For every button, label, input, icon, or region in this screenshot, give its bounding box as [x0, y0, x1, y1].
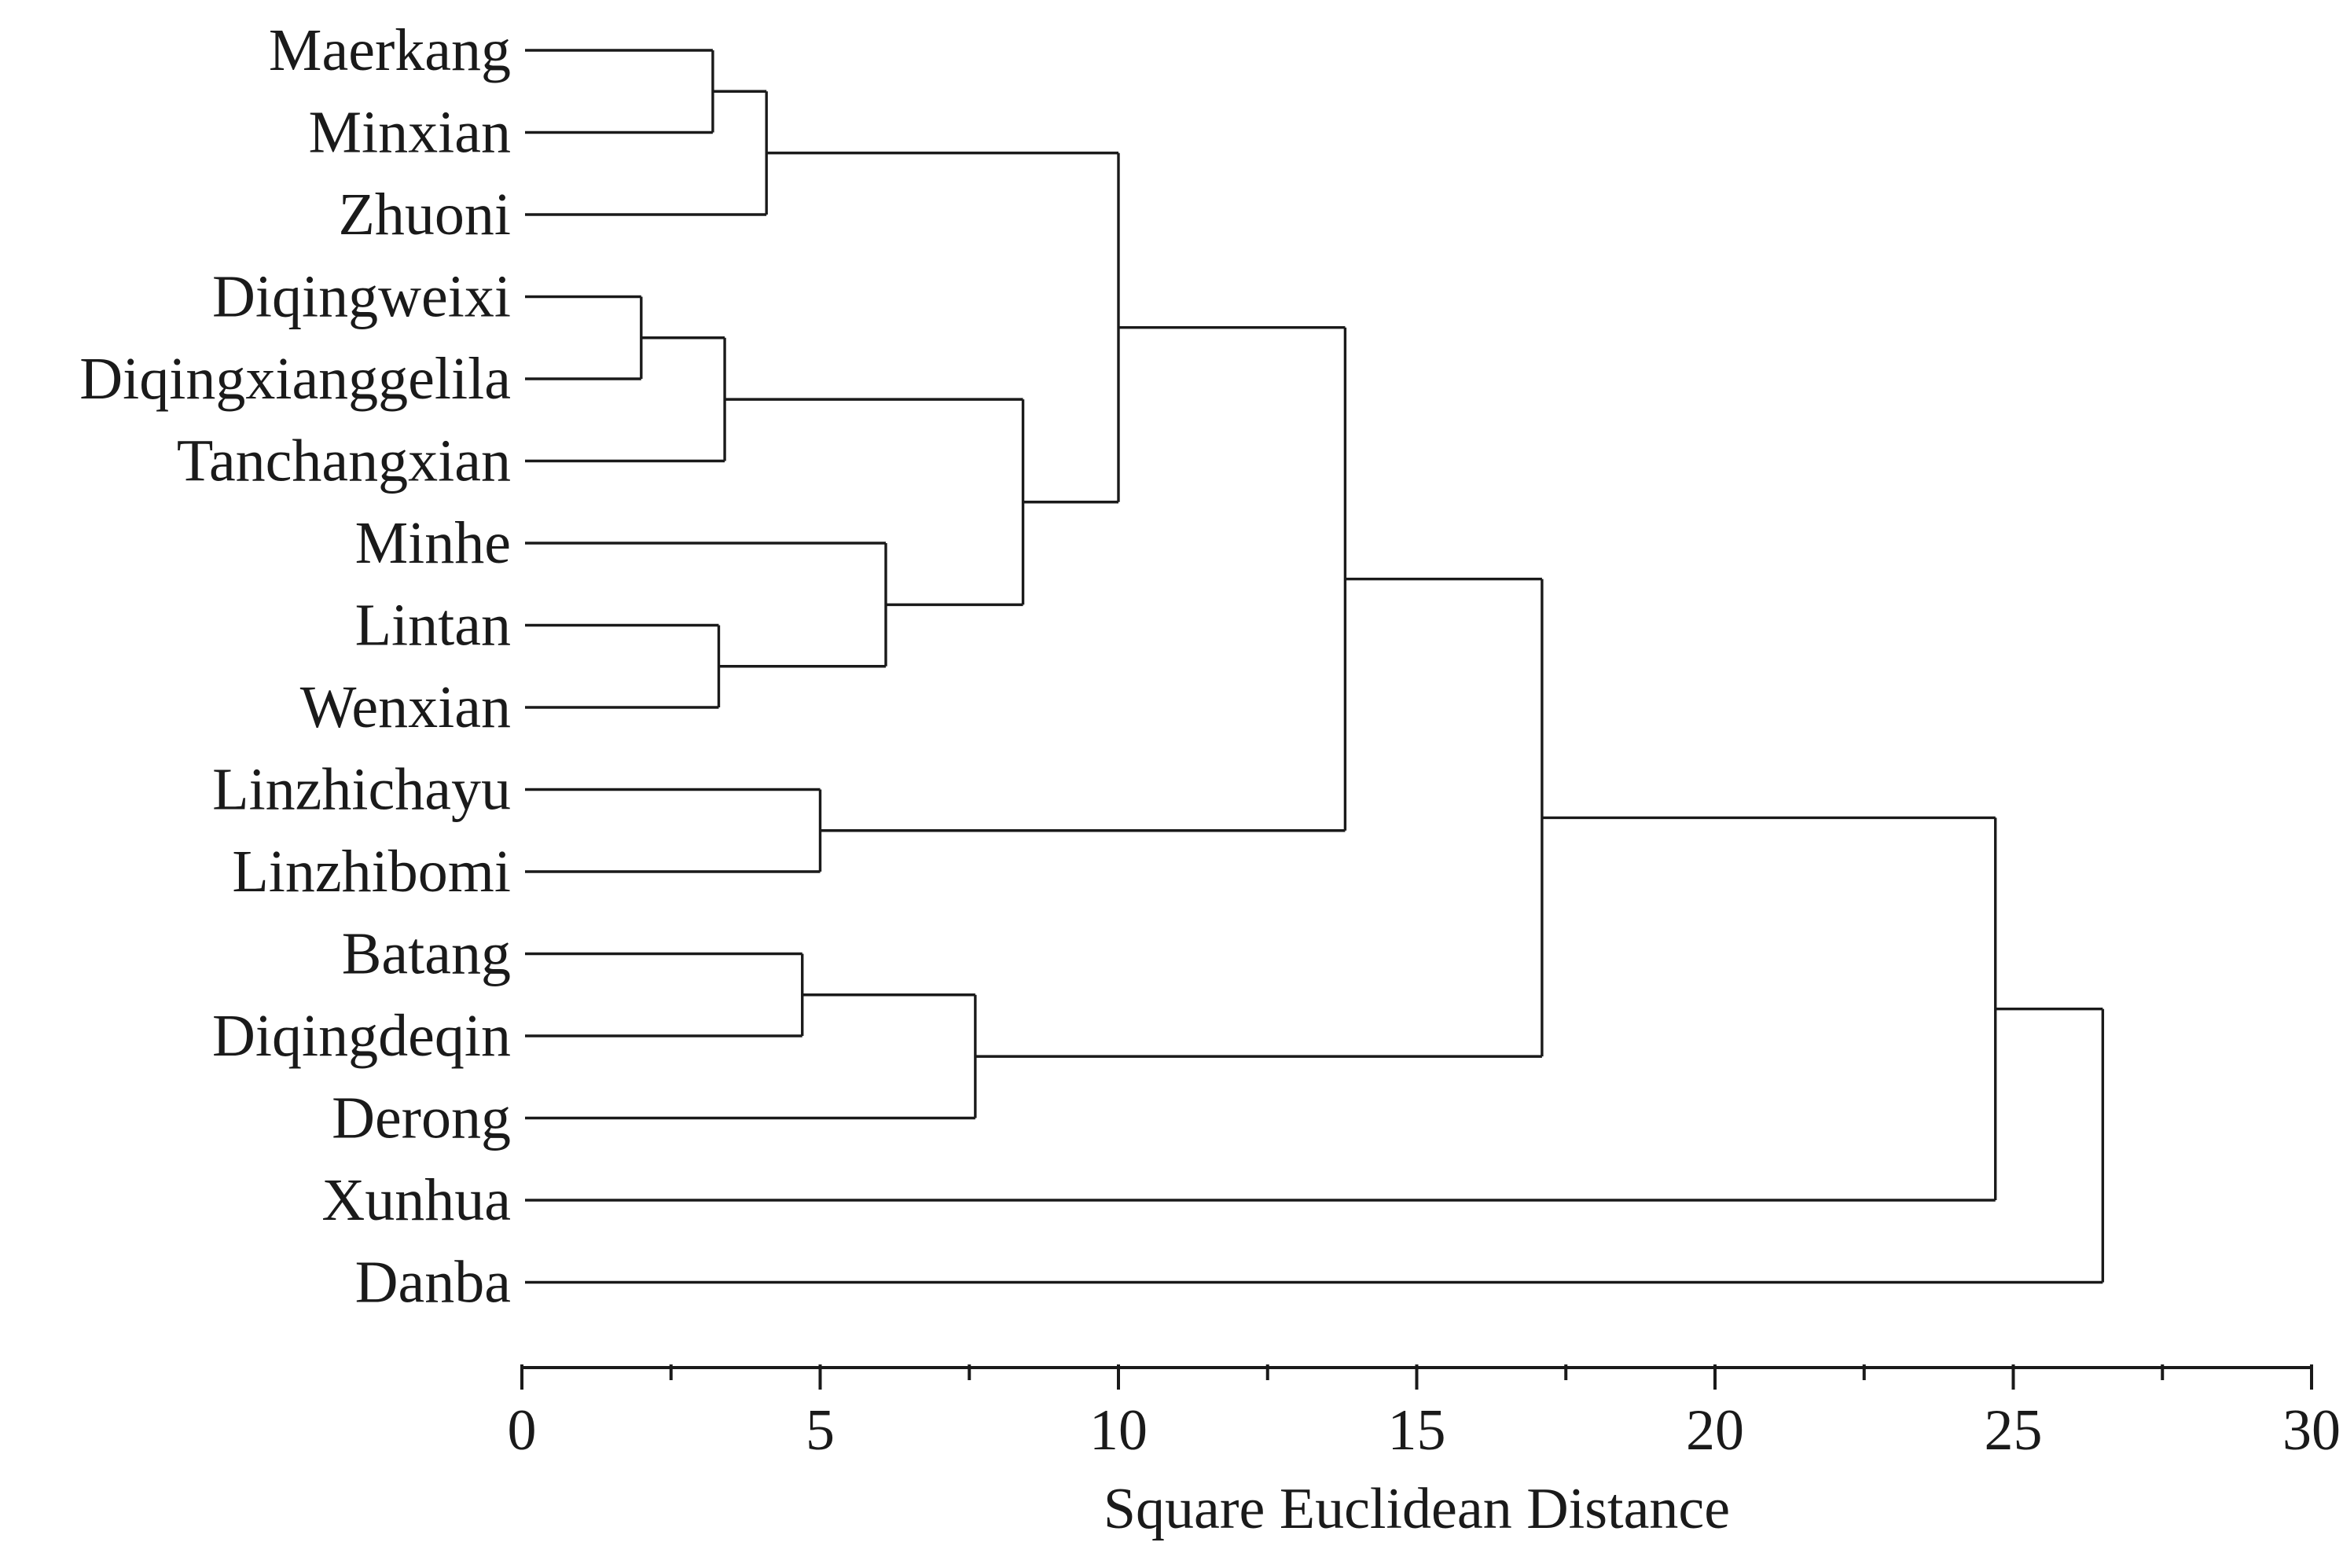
- leaf-label: Lintan: [355, 593, 511, 659]
- leaf-label: Maerkang: [269, 17, 511, 83]
- tick-label: 10: [1089, 1398, 1148, 1463]
- tick-label: 20: [1686, 1398, 1744, 1463]
- tick-label: 30: [2282, 1398, 2341, 1463]
- leaf-label: Tanchangxian: [177, 428, 511, 494]
- tick-label: 5: [806, 1398, 835, 1463]
- leaf-label: Batang: [342, 921, 511, 987]
- leaf-label: Danba: [355, 1250, 511, 1316]
- tick-label: 15: [1388, 1398, 1446, 1463]
- leaf-label: Minxian: [308, 100, 511, 166]
- leaf-label: Linzhibomi: [232, 839, 511, 905]
- cluster-links: [640, 50, 2105, 1283]
- leaf-label: Zhuoni: [338, 182, 511, 248]
- leaf-label: Derong: [332, 1085, 511, 1151]
- x-axis-ticks: [520, 1364, 2313, 1390]
- leaf-label: Diqingxianggelila: [79, 346, 511, 412]
- x-axis-title: Square Euclidean Distance: [1104, 1477, 1730, 1541]
- leaf-label: Linzhichayu: [212, 757, 511, 823]
- x-axis: 0 5 10 15 20 25 30 Square Euclidean Distance: [508, 1364, 2341, 1541]
- leaf-label: Diqingweixi: [212, 264, 511, 330]
- tick-label: 25: [1985, 1398, 2043, 1463]
- leaf-labels: Maerkang Minxian Zhuoni Diqingweixi Diqingxi…: [79, 17, 511, 1316]
- leaf-lines: [525, 49, 2103, 1284]
- leaf-label: Diqingdeqin: [212, 1003, 511, 1069]
- tick-label: 0: [508, 1398, 537, 1463]
- leaf-label: Minhe: [355, 510, 511, 576]
- leaf-label: Xunhua: [321, 1167, 511, 1233]
- leaf-label: Wenxian: [300, 674, 511, 740]
- x-axis-tick-labels: 0 5 10 15 20 25 30: [508, 1398, 2341, 1463]
